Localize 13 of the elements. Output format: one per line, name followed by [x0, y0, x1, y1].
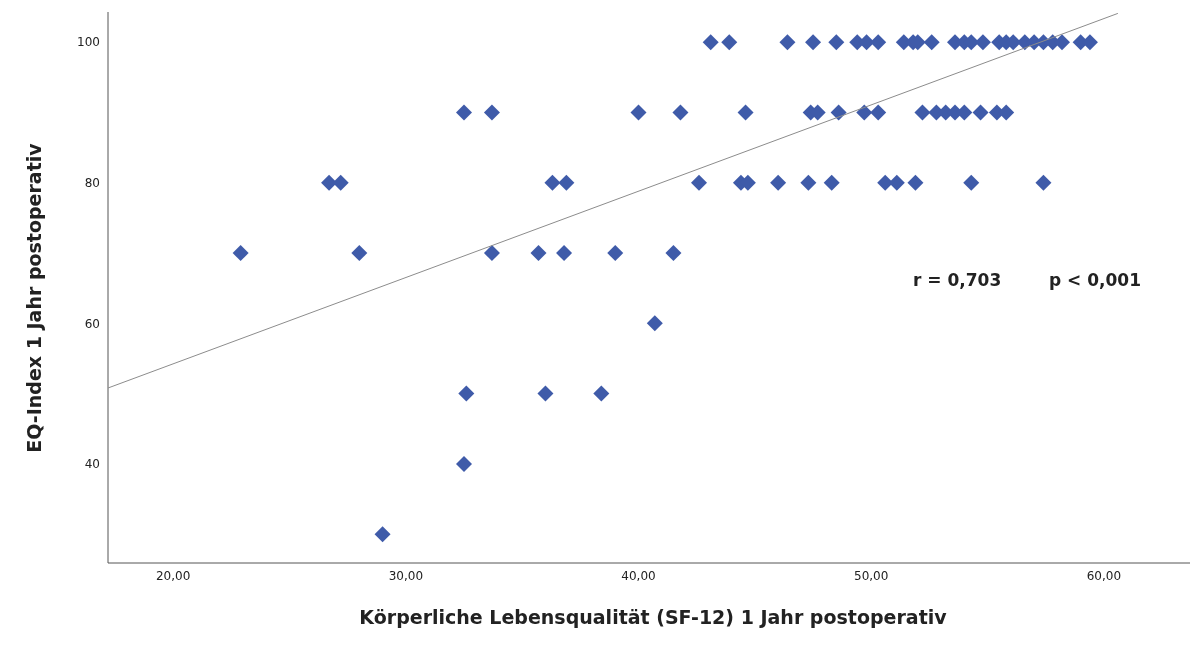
y-tick-label: 100 — [77, 35, 100, 50]
x-axis-title: Körperliche Lebensqualität (SF-12) 1 Jahr postoperativ — [359, 606, 947, 628]
y-tick-label: 60 — [84, 316, 100, 331]
x-tick-label: 30,00 — [388, 568, 424, 583]
x-tick-label: 40,00 — [621, 568, 656, 583]
y-axis-title: EQ-Index 1 Jahr postoperativ — [23, 143, 45, 453]
annotation: r = 0,703 — [913, 270, 1002, 290]
x-tick-label: 50,00 — [854, 568, 889, 583]
y-tick-label: 80 — [84, 176, 100, 191]
x-tick-label: 20,00 — [155, 568, 191, 583]
x-tick-label: 60,00 — [1086, 568, 1122, 583]
y-tick-label: 40 — [84, 457, 100, 472]
annotation: p < 0,001 — [1049, 270, 1142, 290]
